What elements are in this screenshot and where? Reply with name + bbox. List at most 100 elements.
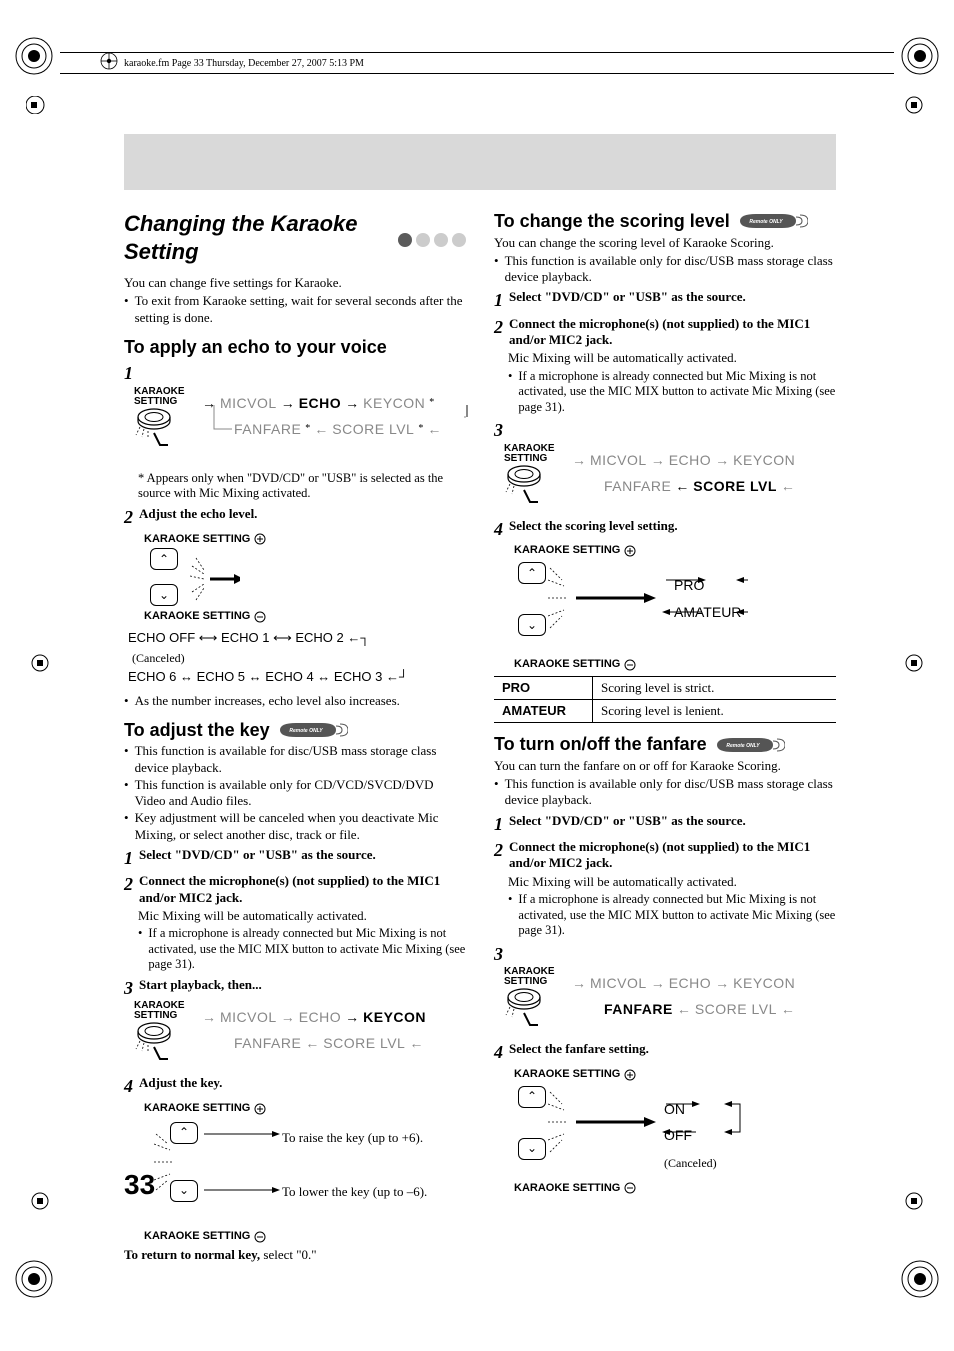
reg-mark-right1: [900, 96, 928, 114]
scoring-cycle: ⌃ ⌄ PRO AMATEUR: [514, 558, 836, 654]
scoring-step3: 3: [494, 419, 836, 442]
reg-mark-left2: [26, 654, 54, 672]
echo-flow-diagram: KARAOKESETTING → MICVOL → ECHO → KE: [134, 387, 466, 467]
raise-lower-lines-icon: [154, 1120, 284, 1210]
scoring-step1: 1Select "DVD/CD" or "USB" as the source.: [494, 289, 836, 312]
karaoke-setting-button: KARAOKESETTING: [134, 1001, 196, 1057]
reg-mark-right3: [900, 1192, 928, 1210]
echo-chain: ECHO OFF ⟷ ECHO 1 ⟷ ECHO 2 ←┐ (Canceled)…: [128, 628, 466, 687]
down-button: ⌄: [518, 1138, 546, 1160]
page-number: 33: [124, 1169, 155, 1201]
up-button: ⌃: [518, 562, 546, 584]
echo-note: As the number increases, echo level also…: [124, 693, 466, 709]
section-title-row: Changing the Karaoke Setting: [124, 210, 466, 269]
reg-mark-tl: [14, 36, 54, 76]
scoring-b1: This function is available only for disc…: [494, 253, 836, 286]
scoring-step2: 2Connect the microphone(s) (not supplied…: [494, 316, 836, 349]
down-button: ⌄: [150, 584, 178, 606]
scoring-table: PROScoring level is strict. AMATEURScori…: [494, 676, 836, 724]
fanfare-b1: This function is available only for disc…: [494, 776, 836, 809]
remote-only-badge-icon: Remote ONLY: [738, 212, 808, 230]
key-title: To adjust the key Remote ONLY: [124, 719, 466, 742]
fanfare-step1: 1Select "DVD/CD" or "USB" as the source.: [494, 813, 836, 836]
gray-band: [124, 134, 836, 190]
key-step1: 1Select "DVD/CD" or "USB" as the source.: [124, 847, 466, 870]
am-cell: AMATEUR: [494, 700, 593, 723]
canceled-label: (Canceled): [664, 1156, 717, 1170]
reg-mark-right2: [900, 654, 928, 672]
key-step2-sub: Mic Mixing will be automatically activat…: [138, 908, 466, 924]
key-b3: Key adjustment will be canceled when you…: [124, 810, 466, 843]
remote-only-badge-icon: Remote ONLY: [278, 721, 348, 739]
ks-minus-label4: KARAOKE SETTING: [514, 1182, 836, 1196]
raise-lower-diagram: ⌃ ⌄ To raise the key (up to +6). To lowe…: [142, 1116, 466, 1226]
header-bar: karaoke.fm Page 33 Thursday, December 27…: [60, 52, 894, 74]
minus-icon: [254, 611, 266, 623]
echo-footnote: * Appears only when "DVD/CD" or "USB" is…: [138, 471, 466, 502]
left-column: Changing the Karaoke Setting You can cha…: [124, 210, 466, 1190]
svg-text:Remote ONLY: Remote ONLY: [289, 728, 323, 734]
remote-only-badge-icon: Remote ONLY: [715, 736, 785, 754]
scoring-title: To change the scoring level Remote ONLY: [494, 210, 836, 233]
up-button: ⌃: [150, 548, 178, 570]
page: karaoke.fm Page 33 Thursday, December 27…: [0, 0, 954, 1351]
am-desc-cell: Scoring level is lenient.: [593, 700, 837, 723]
amateur-label: AMATEUR: [674, 604, 741, 620]
fanfare-cycle: ⌃ ⌄ ON OFF (Canceled): [514, 1082, 836, 1178]
button-press-icon: [134, 407, 190, 447]
scoring-step2-bullet: If a microphone is already connected but…: [508, 369, 836, 416]
reg-mark-left1: [26, 96, 54, 114]
ks-plus-label2: KARAOKE SETTING: [144, 1102, 466, 1116]
scoring-step4: 4Select the scoring level setting.: [494, 518, 836, 541]
header-mark-icon: [100, 52, 118, 75]
scoring-step2-sub: Mic Mixing will be automatically activat…: [508, 350, 836, 366]
content: Changing the Karaoke Setting You can cha…: [124, 210, 836, 1190]
svg-text:Remote ONLY: Remote ONLY: [726, 743, 760, 749]
fanfare-step4: 4Select the fanfare setting.: [494, 1041, 836, 1064]
title-dots: [398, 233, 466, 247]
ks-plus-label3: KARAOKE SETTING: [514, 544, 836, 558]
cycle-svg-icon: [548, 1082, 748, 1172]
pro-cell: PRO: [494, 676, 593, 699]
ks-plus-label4: KARAOKE SETTING: [514, 1068, 836, 1082]
ks-minus-label2: KARAOKE SETTING: [144, 1230, 466, 1244]
fanfare-step2: 2Connect the microphone(s) (not supplied…: [494, 839, 836, 872]
reg-mark-br: [900, 1259, 940, 1299]
pro-label: PRO: [674, 577, 704, 593]
karaoke-setting-button: KARAOKESETTING: [504, 444, 566, 500]
right-column: To change the scoring level Remote ONLY …: [494, 210, 836, 1190]
reg-mark-bl: [14, 1259, 54, 1299]
reg-mark-left3: [26, 1192, 54, 1210]
scoring-intro: You can change the scoring level of Kara…: [494, 235, 836, 251]
header-text: karaoke.fm Page 33 Thursday, December 27…: [124, 58, 364, 69]
echo-title: To apply an echo to your voice: [124, 336, 466, 359]
key-step4: 4Adjust the key.: [124, 1075, 466, 1098]
table-row: AMATEURScoring level is lenient.: [494, 700, 836, 723]
reg-mark-tr: [900, 36, 940, 76]
fanfare-step3: 3: [494, 943, 836, 966]
table-row: PROScoring level is strict.: [494, 676, 836, 699]
raise-label: To raise the key (up to +6).: [282, 1130, 423, 1146]
scoring-flow-diagram: KARAOKESETTING →MICVOL →ECHO →KEYCON FAN…: [504, 444, 836, 514]
up-button: ⌃: [518, 1086, 546, 1108]
intro-line: You can change five settings for Karaoke…: [124, 275, 466, 291]
off-label: OFF: [664, 1127, 692, 1143]
key-b2: This function is available only for CD/V…: [124, 777, 466, 810]
fanfare-step2-sub: Mic Mixing will be automatically activat…: [508, 874, 836, 890]
intro-bullet: To exit from Karaoke setting, wait for s…: [124, 293, 466, 326]
ks-minus-label: KARAOKE SETTING: [144, 610, 466, 624]
section-title: Changing the Karaoke Setting: [124, 210, 388, 265]
pro-desc-cell: Scoring level is strict.: [593, 676, 837, 699]
key-b1: This function is available for disc/USB …: [124, 743, 466, 776]
lower-label: To lower the key (up to –6).: [282, 1184, 427, 1200]
karaoke-setting-button: KARAOKESETTING: [504, 967, 566, 1023]
karaoke-setting-button: KARAOKESETTING: [134, 387, 196, 443]
svg-text:Remote ONLY: Remote ONLY: [749, 219, 783, 225]
down-button: ⌄: [518, 614, 546, 636]
plus-icon: [254, 533, 266, 545]
flow-connector: [202, 393, 472, 439]
fanfare-intro: You can turn the fanfare on or off for K…: [494, 758, 836, 774]
echo-step1: 1: [124, 362, 466, 385]
key-step2-bullet: If a microphone is already connected but…: [138, 926, 466, 973]
key-flow-diagram: KARAOKESETTING →MICVOL →ECHO →KEYCON FAN…: [134, 1001, 466, 1071]
